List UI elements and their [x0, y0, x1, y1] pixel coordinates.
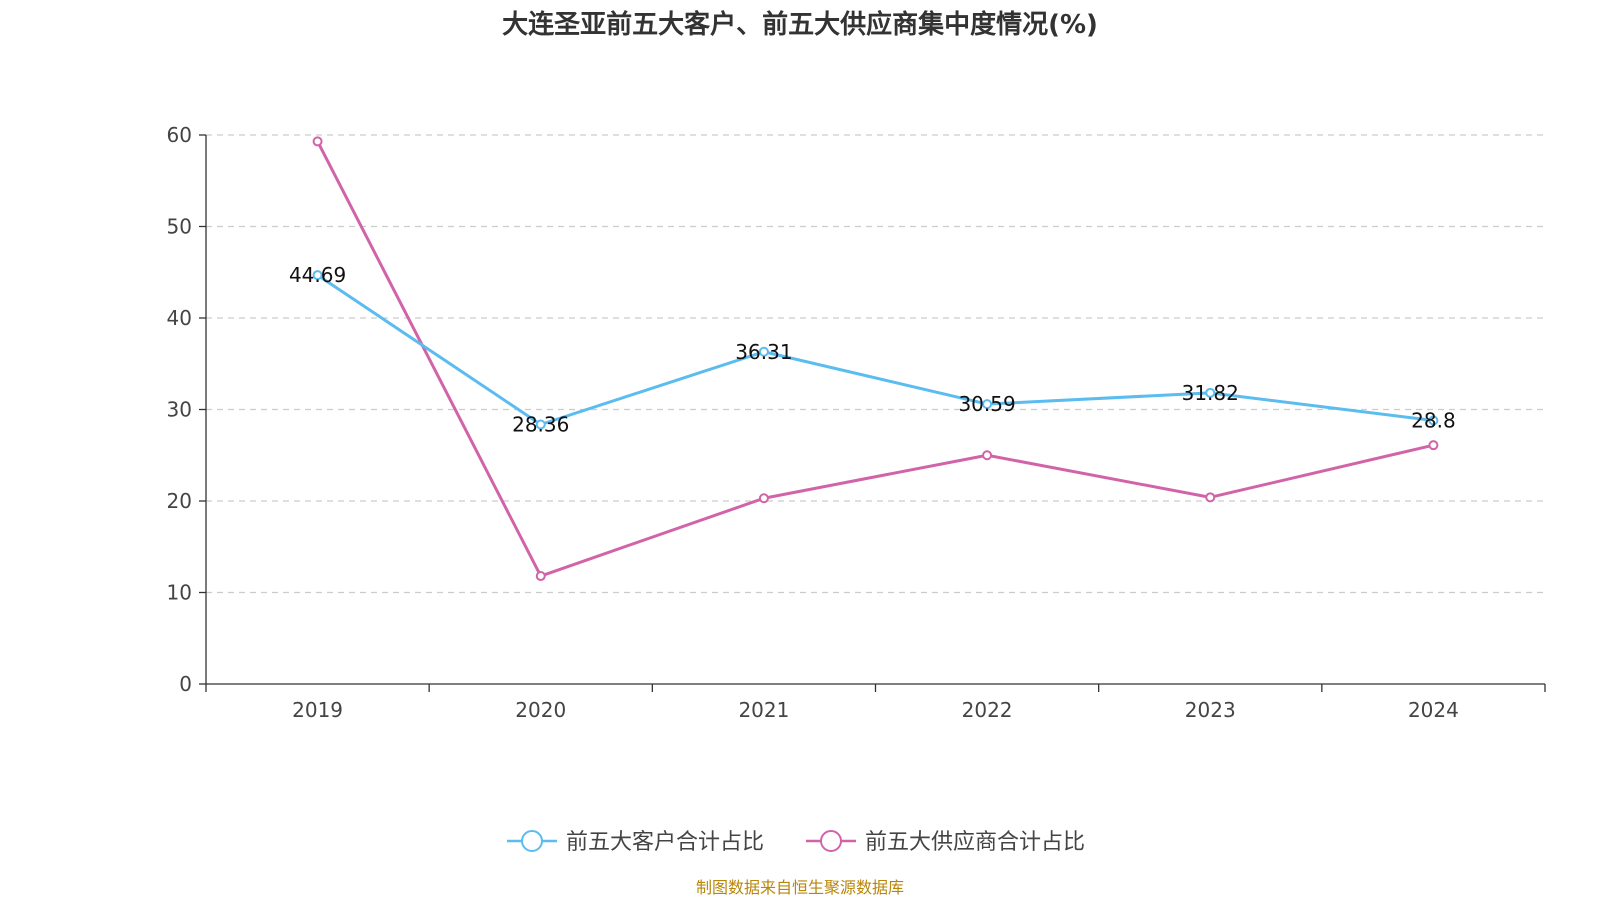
- data-point: [1205, 387, 1216, 398]
- gridlines: [206, 134, 1545, 594]
- x-tick-label: 2019: [292, 698, 343, 722]
- data-point: [312, 270, 323, 281]
- legend-label: 前五大客户合计占比: [566, 830, 764, 855]
- y-tick-label: 30: [167, 398, 192, 422]
- legend-marker: [521, 830, 543, 852]
- chart-title: 大连圣亚前五大客户、前五大供应商集中度情况(%): [502, 9, 1098, 40]
- data-label: 28.8: [1411, 408, 1456, 432]
- axes: 0 10 20 30 40 50 60 2019 2020 2021 2022 2023 2024: [167, 123, 1546, 722]
- data-label: 44.69: [289, 263, 346, 287]
- x-tick-label: 2020: [515, 698, 566, 722]
- x-tick-label: 2021: [738, 698, 789, 722]
- data-label: 28.36: [512, 413, 569, 437]
- x-tick-label: 2024: [1408, 698, 1459, 722]
- source-note: 制图数据来自恒生聚源数据库: [696, 878, 904, 897]
- data-label: 36.31: [735, 340, 792, 364]
- y-tick-label: 40: [167, 306, 192, 330]
- legend-marker: [820, 830, 842, 852]
- data-point: [758, 493, 769, 504]
- y-tick-label: 60: [167, 123, 192, 147]
- data-point: [312, 136, 323, 147]
- data-point: [535, 419, 546, 430]
- x-tick-label: 2022: [962, 698, 1013, 722]
- data-label: 30.59: [958, 392, 1015, 416]
- y-tick-label: 0: [179, 672, 192, 696]
- data-point: [758, 346, 769, 357]
- x-tick-label: 2023: [1185, 698, 1236, 722]
- data-label: 31.82: [1182, 381, 1239, 405]
- series-line-1: [316, 273, 1434, 427]
- data-point: [1205, 492, 1216, 503]
- series-lines: [312, 136, 1439, 582]
- data-point: [1428, 415, 1439, 426]
- legend[interactable]: 前五大客户合计占比 前五大供应商合计占比: [507, 830, 1085, 855]
- data-point: [982, 399, 993, 410]
- data-labels: 44.69 28.36 36.31 30.59 31.82 28.8: [289, 263, 1456, 436]
- y-tick-label: 50: [167, 215, 192, 239]
- data-point: [982, 450, 993, 461]
- series-line-2: [316, 140, 1434, 578]
- data-point: [1428, 440, 1439, 451]
- data-point: [535, 571, 546, 582]
- legend-label: 前五大供应商合计占比: [865, 830, 1085, 855]
- y-tick-label: 20: [167, 489, 192, 513]
- y-tick-label: 10: [167, 581, 192, 605]
